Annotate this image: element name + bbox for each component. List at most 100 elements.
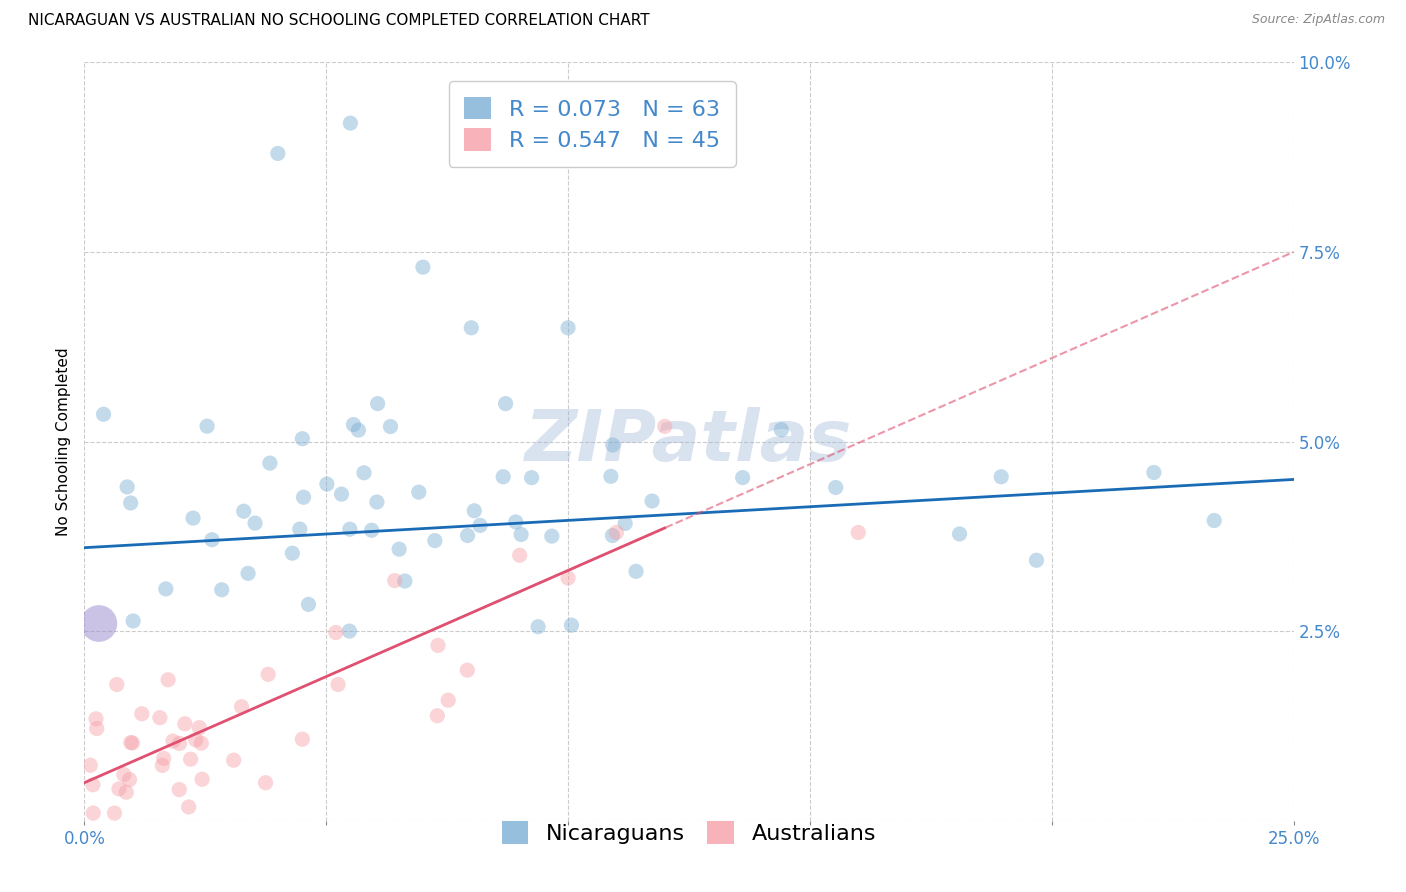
Point [602,528,624,542]
Point [557,320,579,334]
Point [457,528,479,542]
Point [505,515,527,529]
Point [325,625,347,640]
Point [339,116,361,130]
Point [257,667,280,681]
Point [190,736,212,750]
Point [87,616,110,631]
Point [990,470,1012,484]
Point [82,806,104,821]
Point [181,511,204,525]
Point [427,639,450,653]
Text: ZIPatlas: ZIPatlas [526,407,852,476]
Point [495,396,517,410]
Point [103,806,125,821]
Point [326,677,349,691]
Point [527,620,550,634]
Point [201,533,224,547]
Point [624,565,647,579]
Point [232,504,254,518]
Point [1143,466,1166,480]
Point [388,542,411,557]
Point [605,525,627,540]
Point [423,533,446,548]
Point [297,598,319,612]
Point [188,721,211,735]
Point [316,477,339,491]
Point [155,582,177,596]
Point [456,663,478,677]
Point [347,423,370,437]
Point [342,417,364,432]
Point [509,548,531,563]
Point [120,496,142,510]
Point [112,767,135,781]
Point [1204,514,1226,528]
Point [412,260,434,275]
Point [157,673,180,687]
Point [121,736,143,750]
Point [492,469,515,483]
Point [557,571,579,585]
Text: Source: ZipAtlas.com: Source: ZipAtlas.com [1251,13,1385,27]
Point [115,785,138,799]
Point [105,677,128,691]
Point [366,495,388,509]
Text: NICARAGUAN VS AUSTRALIAN NO SCHOOLING COMPLETED CORRELATION CHART: NICARAGUAN VS AUSTRALIAN NO SCHOOLING CO… [28,13,650,29]
Point [259,456,281,470]
Point [291,732,314,747]
Point [330,487,353,501]
Point [510,527,533,541]
Point [177,800,200,814]
Point [195,419,218,434]
Point [211,582,233,597]
Point [599,469,621,483]
Point [82,778,104,792]
Point [281,546,304,560]
Point [236,566,259,581]
Point [560,618,582,632]
Point [824,481,846,495]
Point [353,466,375,480]
Point [149,711,172,725]
Point [654,419,676,434]
Point [231,699,253,714]
Point [367,396,389,410]
Point [360,523,382,537]
Point [770,423,793,437]
Point [152,751,174,765]
Point [162,734,184,748]
Point [84,712,107,726]
Point [408,485,430,500]
Point [540,529,562,543]
Point [118,772,141,787]
Point [191,772,214,787]
Point [180,752,202,766]
Point [108,781,131,796]
Point [339,522,361,536]
Point [243,516,266,530]
Point [120,735,142,749]
Point [384,574,406,588]
Point [614,516,637,531]
Point [380,419,402,434]
Point [426,708,449,723]
Point [184,732,207,747]
Point [292,490,315,504]
Point [93,407,115,421]
Point [460,320,482,334]
Point [1025,553,1047,567]
Point [79,758,101,772]
Point [167,782,190,797]
Point [641,494,664,508]
Point [291,432,314,446]
Point [267,146,290,161]
Y-axis label: No Schooling Completed: No Schooling Completed [56,347,72,536]
Point [254,776,277,790]
Legend: Nicaraguans, Australians: Nicaraguans, Australians [491,810,887,855]
Point [169,737,191,751]
Point [131,706,153,721]
Point [846,525,869,540]
Point [602,438,624,452]
Point [520,470,543,484]
